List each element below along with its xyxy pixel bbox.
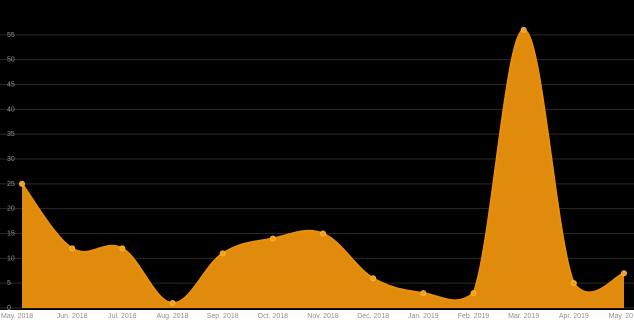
y-tick-label: 20 bbox=[7, 206, 15, 213]
y-tick-label: 35 bbox=[7, 131, 15, 138]
data-point[interactable] bbox=[570, 280, 577, 287]
x-tick-label: Apr. 2019 bbox=[559, 313, 589, 320]
y-tick-label: 25 bbox=[7, 181, 15, 188]
y-axis-ticks: 0 5 10 15 20 25 30 35 40 45 50 55 bbox=[7, 32, 15, 312]
x-tick-label: Jul. 2018 bbox=[108, 313, 137, 320]
data-point[interactable] bbox=[420, 290, 427, 297]
data-point[interactable] bbox=[169, 300, 176, 307]
data-point[interactable] bbox=[219, 250, 226, 257]
x-tick-label: Sep. 2018 bbox=[207, 313, 239, 320]
area-fill bbox=[22, 29, 624, 309]
x-tick-label: Oct. 2018 bbox=[258, 313, 288, 320]
data-point[interactable] bbox=[520, 26, 527, 33]
y-tick-label: 55 bbox=[7, 32, 15, 39]
y-tick-label: 5 bbox=[7, 280, 11, 287]
y-tick-label: 10 bbox=[7, 255, 15, 262]
x-tick-label: Dec. 2018 bbox=[357, 313, 389, 320]
data-point[interactable] bbox=[470, 290, 477, 297]
x-tick-label: Feb. 2019 bbox=[458, 313, 490, 320]
x-tick-label: Nov. 2018 bbox=[307, 313, 338, 320]
x-tick-label: Aug. 2018 bbox=[157, 313, 189, 320]
data-point[interactable] bbox=[269, 235, 276, 242]
y-tick-label: 0 bbox=[7, 305, 11, 312]
data-point[interactable] bbox=[119, 245, 126, 252]
point-layer bbox=[18, 26, 628, 307]
y-tick-label: 30 bbox=[7, 156, 15, 163]
x-axis-ticks: May. 2018 Jun. 2018 Jul. 2018 Aug. 2018 Sep.… bbox=[1, 313, 633, 320]
data-point[interactable] bbox=[621, 270, 628, 277]
x-tick-label: May. 20 bbox=[609, 313, 633, 320]
data-point[interactable] bbox=[69, 245, 76, 252]
y-tick-label: 15 bbox=[7, 231, 15, 238]
data-point[interactable] bbox=[18, 180, 25, 187]
y-tick-label: 45 bbox=[7, 82, 15, 89]
data-point[interactable] bbox=[319, 230, 326, 237]
x-tick-label: Jun. 2018 bbox=[57, 313, 88, 320]
y-tick-label: 50 bbox=[7, 57, 15, 64]
data-point[interactable] bbox=[370, 275, 377, 282]
x-tick-label: Jan. 2019 bbox=[408, 313, 439, 320]
y-tick-label: 40 bbox=[7, 106, 15, 113]
x-tick-label: May. 2018 bbox=[1, 313, 33, 320]
x-tick-label: Mar. 2019 bbox=[508, 313, 539, 320]
